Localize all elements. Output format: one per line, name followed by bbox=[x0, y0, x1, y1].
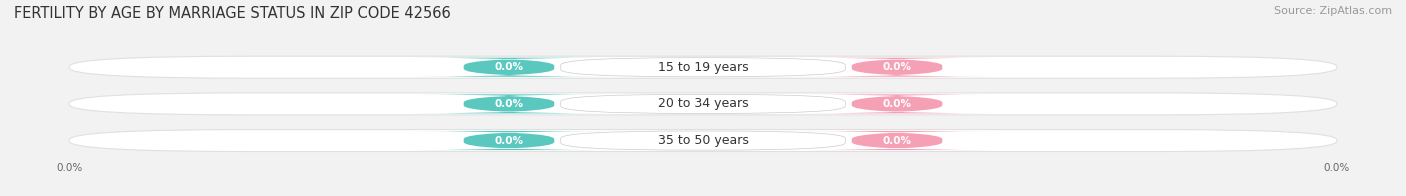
FancyBboxPatch shape bbox=[69, 93, 1337, 115]
Text: 0.0%: 0.0% bbox=[495, 62, 523, 72]
Text: 0.0%: 0.0% bbox=[56, 163, 83, 173]
FancyBboxPatch shape bbox=[800, 131, 994, 150]
Text: 0.0%: 0.0% bbox=[883, 99, 911, 109]
Text: 0.0%: 0.0% bbox=[883, 62, 911, 72]
FancyBboxPatch shape bbox=[412, 131, 606, 150]
FancyBboxPatch shape bbox=[561, 58, 845, 77]
Text: 0.0%: 0.0% bbox=[883, 136, 911, 146]
FancyBboxPatch shape bbox=[69, 56, 1337, 78]
FancyBboxPatch shape bbox=[69, 130, 1337, 152]
FancyBboxPatch shape bbox=[412, 58, 606, 77]
Text: 0.0%: 0.0% bbox=[495, 136, 523, 146]
FancyBboxPatch shape bbox=[800, 94, 994, 113]
FancyBboxPatch shape bbox=[412, 94, 606, 113]
Text: 0.0%: 0.0% bbox=[1323, 163, 1350, 173]
Text: 20 to 34 years: 20 to 34 years bbox=[658, 97, 748, 110]
FancyBboxPatch shape bbox=[561, 94, 845, 113]
FancyBboxPatch shape bbox=[561, 131, 845, 150]
Text: 35 to 50 years: 35 to 50 years bbox=[658, 134, 748, 147]
FancyBboxPatch shape bbox=[800, 58, 994, 77]
Text: 15 to 19 years: 15 to 19 years bbox=[658, 61, 748, 74]
Text: Source: ZipAtlas.com: Source: ZipAtlas.com bbox=[1274, 6, 1392, 16]
Text: FERTILITY BY AGE BY MARRIAGE STATUS IN ZIP CODE 42566: FERTILITY BY AGE BY MARRIAGE STATUS IN Z… bbox=[14, 6, 451, 21]
Text: 0.0%: 0.0% bbox=[495, 99, 523, 109]
